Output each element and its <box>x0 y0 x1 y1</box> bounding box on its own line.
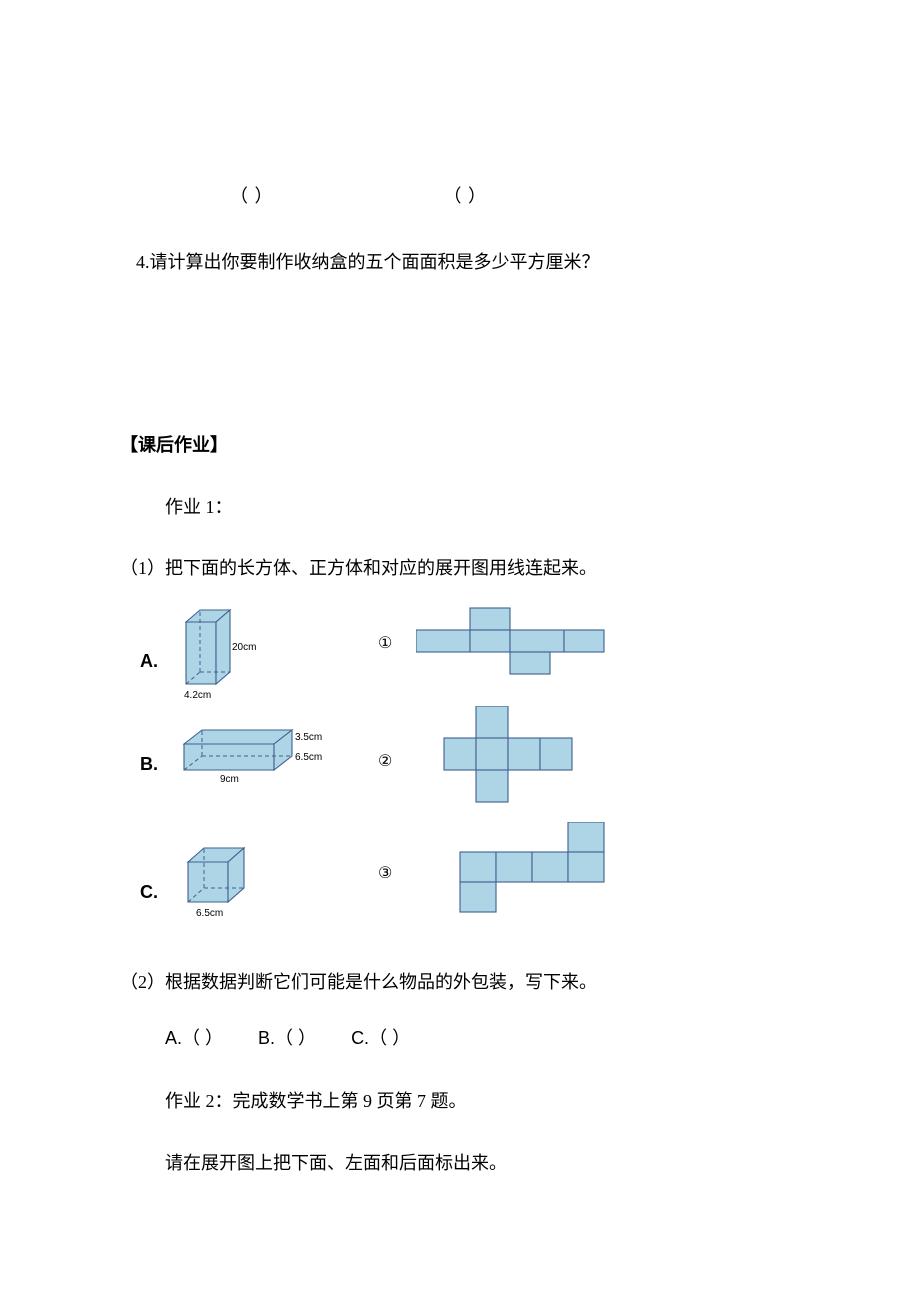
blank-left: （ ） <box>230 180 274 212</box>
marker-1: ① <box>378 626 392 659</box>
answer-a: A.（ ） <box>165 1028 223 1048</box>
match-row-b: B. 3.5cm 6.5cm 9cm <box>140 724 328 804</box>
svg-text:20cm: 20cm <box>232 642 256 653</box>
shape-b-flat-cuboid: 3.5cm 6.5cm 9cm <box>178 724 328 804</box>
worksheet-page: （ ） （ ） 4.请计算出你要制作收纳盒的五个面面积是多少平方厘米？ 【课后作… <box>0 0 920 1302</box>
homework-1-q1: （1）把下面的长方体、正方体和对应的展开图用线连起来。 <box>120 552 800 584</box>
label-a: A. <box>140 645 158 677</box>
svg-text:9cm: 9cm <box>220 774 239 785</box>
homework-1-q2: （2）根据数据判断它们可能是什么物品的外包装，写下来。 <box>120 966 800 998</box>
svg-text:4.2cm: 4.2cm <box>184 690 211 701</box>
match-row-a: A. 4.2cm 20cm <box>140 606 268 716</box>
label-b: B. <box>140 748 158 780</box>
match-row-c: C. 6.5cm <box>140 844 268 940</box>
homework-2-line1: 作业 2：完成数学书上第 9 页第 7 题。 <box>165 1085 800 1117</box>
net-1 <box>416 606 646 696</box>
label-c: C. <box>140 876 158 908</box>
answer-c: C.（ ） <box>351 1028 410 1048</box>
question-4: 4.请计算出你要制作收纳盒的五个面面积是多少平方厘米？ <box>136 246 800 278</box>
svg-text:6.5cm: 6.5cm <box>295 752 322 763</box>
blank-right: （ ） <box>444 180 488 212</box>
match-diagram-area: A. 4.2cm 20cm B. <box>120 606 800 946</box>
homework-2-line2: 请在展开图上把下面、左面和后面标出来。 <box>165 1147 800 1179</box>
section-heading-homework: 【课后作业】 <box>120 429 800 461</box>
svg-text:6.5cm: 6.5cm <box>196 908 223 919</box>
homework-1-label: 作业 1： <box>165 491 800 523</box>
top-blank-row: （ ） （ ） <box>230 180 800 212</box>
net-2 <box>416 706 606 826</box>
marker-2: ② <box>378 744 392 777</box>
marker-3: ③ <box>378 856 392 889</box>
net-3 <box>416 822 646 932</box>
svg-text:3.5cm: 3.5cm <box>295 732 322 743</box>
shape-c-cube: 6.5cm <box>178 844 268 940</box>
shape-a-tall-cuboid: 4.2cm 20cm <box>178 606 268 716</box>
answer-blanks-row: A.（ ） B.（ ） C.（ ） <box>165 1022 800 1054</box>
answer-b: B.（ ） <box>258 1028 316 1048</box>
